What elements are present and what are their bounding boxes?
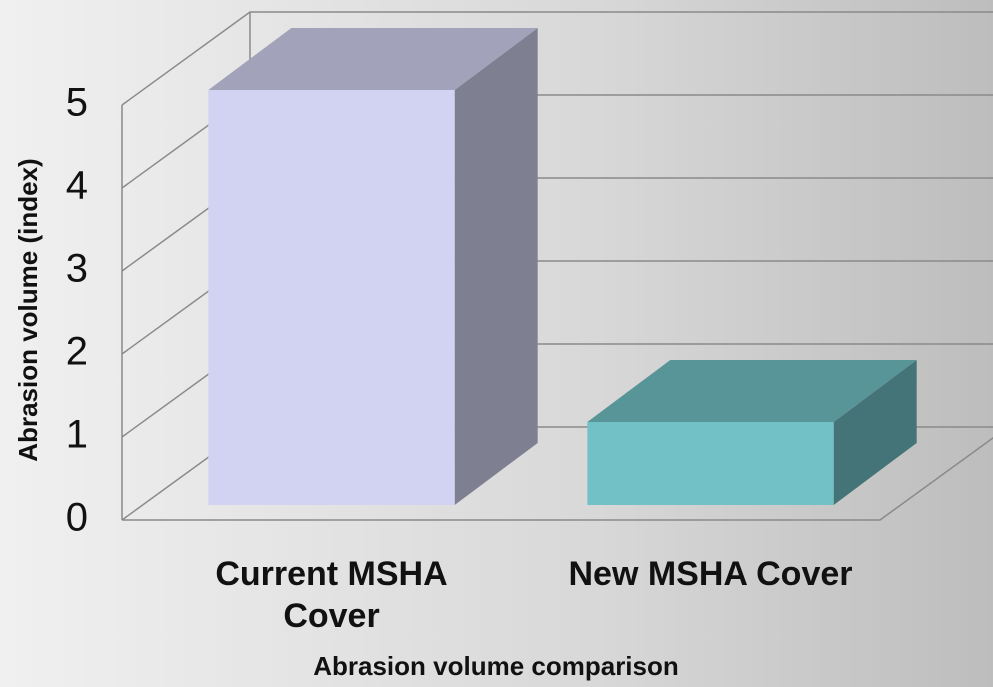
y-tick-label: 1 (66, 413, 88, 457)
bar-side (833, 360, 917, 505)
bar-top (208, 28, 538, 90)
y-tick-label: 5 (66, 81, 88, 125)
x-axis-label: Abrasion volume comparison (313, 651, 679, 681)
y-tick-label: 3 (66, 247, 88, 291)
bar (208, 90, 455, 505)
floor (122, 436, 993, 521)
y-tick-label: 4 (66, 164, 88, 208)
bar-side (454, 28, 538, 505)
y-tick-label: 2 (66, 330, 88, 374)
y-tick-label: 0 (66, 496, 88, 540)
bar (587, 422, 834, 505)
x-tick-label: New MSHA Cover (568, 555, 853, 593)
grid-line (121, 11, 993, 106)
x-tick-label: Current MSHA Cover (215, 555, 448, 635)
bar-top (587, 360, 917, 422)
y-axis-label: Abrasion volume (index) (13, 158, 43, 461)
